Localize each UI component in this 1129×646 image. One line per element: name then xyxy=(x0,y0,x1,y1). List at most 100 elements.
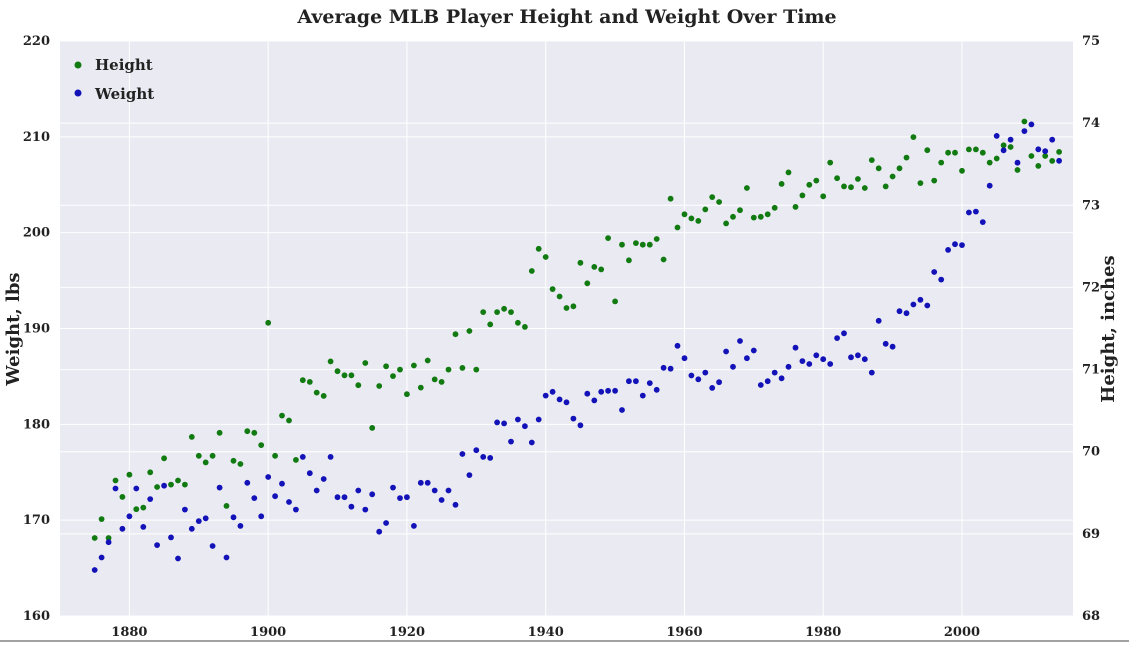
point-height xyxy=(827,159,834,166)
point-weight xyxy=(979,219,986,226)
point-weight xyxy=(258,513,265,520)
point-height xyxy=(445,366,452,373)
point-weight xyxy=(265,474,272,480)
point-height xyxy=(841,183,847,190)
point-height xyxy=(230,457,237,464)
point-weight xyxy=(917,296,924,303)
point-weight xyxy=(764,378,771,385)
point-weight xyxy=(91,567,98,573)
point-weight xyxy=(757,382,764,388)
y-left-axis-label: Weight, lbs xyxy=(3,272,24,386)
point-weight xyxy=(112,485,119,492)
point-weight xyxy=(327,454,334,460)
point-height xyxy=(452,331,459,338)
point-height xyxy=(750,214,757,221)
point-height xyxy=(695,218,702,224)
point-height xyxy=(133,506,140,513)
point-height xyxy=(140,504,147,511)
point-weight xyxy=(404,494,410,501)
point-weight xyxy=(1021,128,1028,135)
x-tick-label: 1920 xyxy=(389,625,425,640)
point-height xyxy=(806,181,813,188)
point-height xyxy=(1042,153,1049,159)
point-height xyxy=(702,206,709,213)
x-axis-ticks: 1880 1900 1920 1940 1960 1980 2000 xyxy=(111,625,980,640)
point-weight xyxy=(626,378,632,385)
point-weight xyxy=(799,358,806,364)
point-weight xyxy=(306,470,313,477)
point-height xyxy=(105,535,112,541)
point-weight xyxy=(577,422,584,429)
point-weight xyxy=(674,342,681,349)
point-height xyxy=(764,211,771,218)
legend-label-height: Height xyxy=(95,56,153,74)
y-left-tick-label: 180 xyxy=(23,417,50,432)
point-weight xyxy=(875,317,882,324)
point-height xyxy=(244,428,251,435)
point-weight xyxy=(133,485,140,492)
point-weight xyxy=(535,416,542,423)
point-weight xyxy=(445,487,452,494)
y-right-tick-label: 69 xyxy=(1082,527,1100,542)
point-weight xyxy=(570,415,577,422)
point-weight xyxy=(667,365,674,372)
point-height xyxy=(938,159,945,166)
point-height xyxy=(542,254,549,260)
point-weight xyxy=(931,269,938,275)
point-height xyxy=(195,452,202,459)
point-height xyxy=(889,173,896,180)
grid-lines xyxy=(60,40,1073,617)
point-weight xyxy=(556,396,563,403)
point-weight xyxy=(868,369,875,376)
y-left-tick-label: 160 xyxy=(23,609,50,624)
point-height xyxy=(716,199,722,205)
point-height xyxy=(681,211,688,218)
point-weight xyxy=(459,451,466,457)
point-weight xyxy=(154,542,161,548)
point-height xyxy=(1021,118,1028,125)
point-weight xyxy=(889,343,896,350)
chart-title: Average MLB Player Height and Weight Ove… xyxy=(296,6,836,28)
point-weight xyxy=(598,388,605,395)
point-height xyxy=(508,309,514,315)
point-height xyxy=(154,484,161,490)
point-height xyxy=(369,425,376,431)
point-weight xyxy=(195,518,202,524)
point-weight xyxy=(681,355,688,362)
point-height xyxy=(348,372,355,379)
point-weight xyxy=(896,308,903,315)
point-height xyxy=(147,469,154,476)
point-weight xyxy=(341,494,348,501)
point-weight xyxy=(223,554,230,561)
point-height xyxy=(299,377,306,384)
point-height xyxy=(313,389,320,396)
y-right-axis-label: Height, inches xyxy=(1098,255,1119,402)
point-height xyxy=(494,309,500,315)
point-weight xyxy=(508,438,514,445)
point-height xyxy=(202,459,209,466)
y-left-tick-label: 190 xyxy=(23,322,50,337)
point-weight xyxy=(355,487,362,494)
point-weight xyxy=(813,352,820,359)
x-tick-label: 1940 xyxy=(528,625,564,640)
point-weight xyxy=(737,338,743,344)
point-height xyxy=(424,357,431,364)
point-weight xyxy=(1000,147,1007,154)
point-weight xyxy=(237,523,244,529)
legend: Height Weight xyxy=(74,56,154,103)
point-height xyxy=(459,365,466,371)
point-weight xyxy=(730,363,736,370)
point-height xyxy=(286,417,292,424)
point-weight xyxy=(362,506,369,513)
point-height xyxy=(626,257,632,264)
point-weight xyxy=(820,356,827,363)
point-weight xyxy=(986,182,993,189)
point-weight xyxy=(216,484,223,491)
point-height xyxy=(979,149,986,156)
point-weight xyxy=(716,379,722,386)
point-height xyxy=(882,183,889,190)
point-height xyxy=(737,207,743,214)
x-tick-label: 1980 xyxy=(805,625,841,640)
point-weight xyxy=(1014,159,1021,166)
